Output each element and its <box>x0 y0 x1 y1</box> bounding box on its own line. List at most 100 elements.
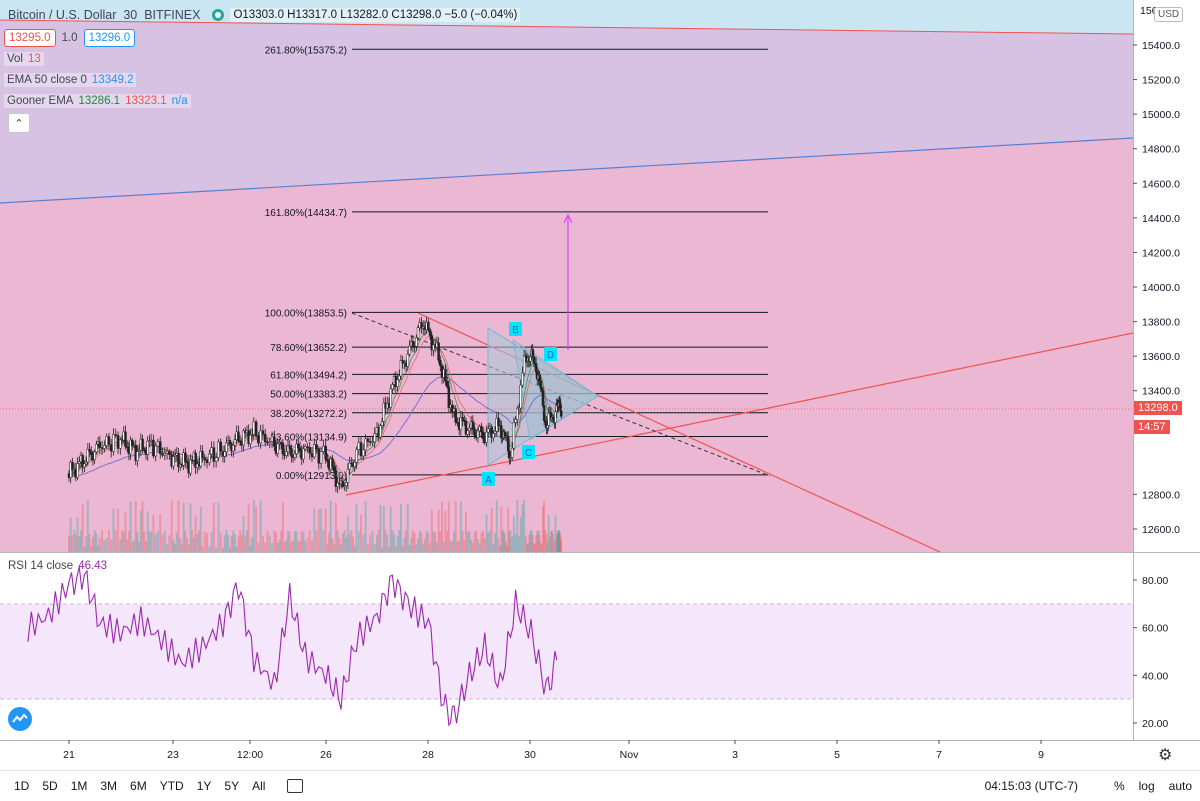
market-status-icon[interactable] <box>212 8 225 21</box>
candle-body <box>519 384 522 409</box>
volume-bar <box>389 506 392 552</box>
candle-body <box>534 363 538 373</box>
candle-body <box>559 410 563 417</box>
candle-body <box>355 449 358 463</box>
point-a-marker[interactable]: A <box>482 472 495 486</box>
candle-body <box>254 421 258 437</box>
timeframe-1y[interactable]: 1Y <box>196 779 212 793</box>
volume-bar <box>526 543 529 552</box>
point-d-marker[interactable]: D <box>544 347 557 361</box>
candle-body <box>98 441 102 448</box>
percent-toggle[interactable]: % <box>1113 779 1125 793</box>
timeframe-5d[interactable]: 5D <box>42 779 58 793</box>
auto-toggle[interactable]: auto <box>1168 779 1192 793</box>
candle-body <box>238 440 242 442</box>
candle-body <box>464 421 468 435</box>
chart-canvas[interactable]: 261.80%(15375.2) 161.80%(14434.7) 100.00%(… <box>0 0 1200 770</box>
candle-body <box>459 417 463 430</box>
volume-bar <box>437 509 440 552</box>
tradingview-logo-icon[interactable] <box>8 707 32 731</box>
volume-bar <box>306 537 309 552</box>
candle-body <box>362 449 365 457</box>
volume-bar <box>531 535 534 552</box>
volume-bar <box>166 543 169 552</box>
volume-bar <box>143 531 146 552</box>
volume-bar <box>174 543 177 552</box>
timeframe-6m[interactable]: 6M <box>130 779 147 793</box>
point-b-marker[interactable]: B <box>509 322 522 336</box>
clock-readout[interactable]: 04:15:03 (UTC-7) <box>984 779 1078 793</box>
candle-body <box>71 461 74 471</box>
candle-body <box>399 360 403 377</box>
volume-bar <box>442 541 445 552</box>
candle-body <box>146 441 149 455</box>
rsi-axis[interactable]: 80.00 60.00 40.00 20.00 <box>1133 575 1168 730</box>
collapse-legend-button[interactable]: ⌃ <box>8 112 30 133</box>
time-axis[interactable]: 21 23 12:00 26 28 30 Nov 3 5 7 9 <box>63 740 1044 761</box>
log-toggle[interactable]: log <box>1138 779 1155 793</box>
candle-body <box>89 451 93 455</box>
volume-bar <box>315 530 318 552</box>
timeframe-ytd[interactable]: YTD <box>159 779 184 793</box>
volume-bar <box>418 530 421 552</box>
volume-bar <box>454 501 457 552</box>
candle-body <box>310 453 314 458</box>
candle-body <box>276 443 280 454</box>
candle-body <box>100 447 104 449</box>
volume-bar <box>255 506 258 552</box>
candle-body <box>210 447 213 455</box>
volume-bar <box>88 533 91 552</box>
volume-bar <box>551 530 554 552</box>
timeframe-1d[interactable]: 1D <box>14 779 30 793</box>
candle-body <box>184 452 187 463</box>
candle-body <box>445 381 449 387</box>
candle-body <box>103 445 106 449</box>
volume-bar <box>98 537 101 552</box>
timeframe-3m[interactable]: 3M <box>100 779 118 793</box>
volume-bar <box>81 504 84 552</box>
buy-price-button[interactable]: 13296.0 <box>83 28 136 47</box>
volume-bar <box>79 530 82 552</box>
rsi-tick-label: 80.00 <box>1142 575 1168 587</box>
point-c-marker[interactable]: C <box>522 445 535 459</box>
candle-body <box>159 441 162 454</box>
svg-text:A: A <box>485 475 492 486</box>
volume-bar <box>121 530 124 552</box>
candle-body <box>471 421 475 430</box>
timeframe-1m[interactable]: 1M <box>70 779 88 793</box>
candle-body <box>493 431 497 434</box>
calendar-icon[interactable] <box>287 779 304 793</box>
symbol-title[interactable]: Bitcoin / U.S. Dollar 30 BITFINEX <box>8 7 201 22</box>
volume-bar <box>154 534 157 552</box>
volume-bar <box>69 517 72 552</box>
volume-bar <box>511 536 514 552</box>
price-tick-label: 14400.0 <box>1142 213 1180 225</box>
volume-bar <box>449 541 452 552</box>
vol-indicator[interactable]: Vol 13 <box>4 51 44 66</box>
candle-body <box>266 441 269 444</box>
gooner-ema-indicator[interactable]: Gooner EMA 13286.1 13323.1 n/a <box>4 93 191 108</box>
volume-bar <box>163 530 166 552</box>
currency-label[interactable]: USD <box>1154 7 1184 22</box>
candle-body <box>88 448 91 453</box>
timeframe-all[interactable]: All <box>252 779 266 793</box>
candle-body <box>539 380 542 389</box>
rsi-legend[interactable]: RSI 14 close 46.43 <box>8 560 107 572</box>
sell-price-button[interactable]: 13295.0 <box>4 28 56 47</box>
volume-bar <box>288 531 291 552</box>
settings-gear-icon[interactable]: ⚙ <box>1158 747 1173 764</box>
candle-body <box>416 327 420 339</box>
volume-bar <box>320 508 323 552</box>
volume-bar <box>304 540 307 552</box>
price-axis[interactable]: 156 15400.0 15200.0 15000.0 14800.0 14600.0 14… <box>1133 5 1180 536</box>
price-tick-label: 15000.0 <box>1142 109 1180 121</box>
candle-body <box>389 388 392 408</box>
candle-body <box>178 464 182 468</box>
volume-bar <box>524 535 527 552</box>
volume-bar <box>266 530 269 552</box>
ema-indicator[interactable]: EMA 50 close 0 13349.2 <box>4 72 137 87</box>
volume-bar <box>537 530 540 552</box>
volume-bar <box>364 500 367 552</box>
volume-bar <box>136 531 139 552</box>
timeframe-5y[interactable]: 5Y <box>224 779 240 793</box>
